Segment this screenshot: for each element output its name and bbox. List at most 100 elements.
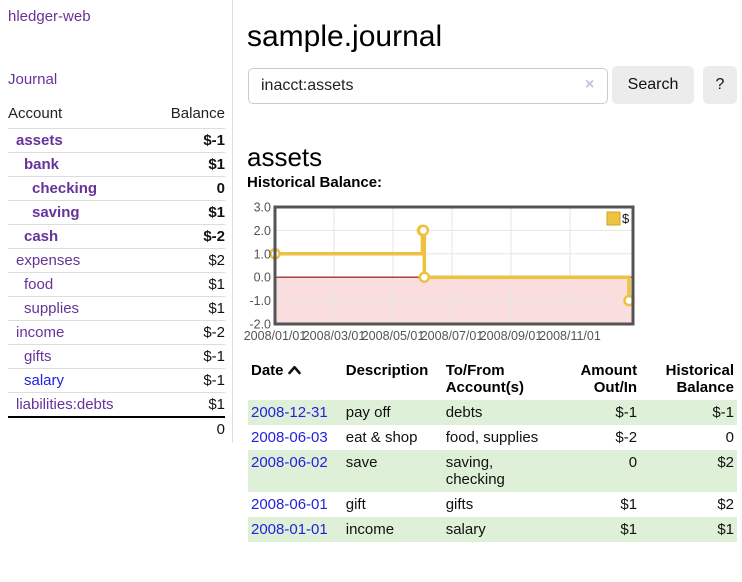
transaction-date-link[interactable]: 2008-06-01 <box>251 496 328 513</box>
account-link-gifts[interactable]: gifts <box>24 348 52 365</box>
accounts-col-account: Account <box>8 100 152 129</box>
account-row: gifts $-1 <box>8 344 225 369</box>
transaction-date-link[interactable]: 2008-01-01 <box>251 521 328 538</box>
account-link-saving[interactable]: saving <box>32 204 80 221</box>
transaction-balance: $2 <box>717 454 734 471</box>
register-col-accounts: To/From Account(s) <box>445 362 525 396</box>
register-col-description: Description <box>345 362 429 379</box>
account-link-salary[interactable]: salary <box>24 372 65 389</box>
accounts-total-row: 0 <box>8 416 225 441</box>
transaction-date-link[interactable]: 2008-06-03 <box>251 429 328 446</box>
register-table: Date Description To/From Account(s) Amou… <box>248 358 737 542</box>
account-link-expenses[interactable]: expenses <box>16 252 81 269</box>
account-row: liabilities:debts $1 <box>8 393 225 418</box>
register-col-date[interactable]: Date <box>248 358 343 400</box>
transaction-balance: $1 <box>717 521 734 538</box>
transaction-balance: $2 <box>717 496 734 513</box>
transaction-row: 2008-12-31 pay off debts $-1 $-1 <box>248 400 737 425</box>
accounts-total-value: 0 <box>151 416 225 441</box>
account-balance: 0 <box>151 176 225 201</box>
account-link-food[interactable]: food <box>24 276 54 293</box>
transaction-amount: $-2 <box>615 429 638 446</box>
account-balance: $-2 <box>151 320 225 345</box>
transaction-description: eat & shop <box>345 429 418 446</box>
search-input[interactable] <box>248 68 608 104</box>
register-col-balance: Historical Balance <box>665 362 734 396</box>
account-balance: $1 <box>208 396 225 413</box>
account-balance: $2 <box>151 248 225 273</box>
account-balance: $1 <box>151 152 225 177</box>
svg-text:2008/09/01: 2008/09/01 <box>480 329 543 343</box>
account-balance: $-2 <box>151 224 225 249</box>
sidebar-item-journal[interactable]: Journal <box>8 71 58 88</box>
account-link-assets[interactable]: assets <box>16 132 63 149</box>
account-balance: $-1 <box>151 344 225 369</box>
account-balance: $1 <box>151 296 225 321</box>
transaction-row: 2008-06-02 save saving, checking 0 $2 <box>248 450 737 492</box>
transaction-amount: $1 <box>620 496 638 513</box>
svg-text:-2.0: -2.0 <box>249 318 271 332</box>
historical-balance-chart[interactable]: $3.0 2.0 1.0 0.0 -1.0 -2.0 2008/01/01 2008/03/0… <box>235 200 740 350</box>
sort-ascending-icon <box>287 365 301 375</box>
account-balance: $1 <box>151 272 225 297</box>
register-header-row: Date Description To/From Account(s) Amou… <box>248 358 737 400</box>
transaction-amount: $1 <box>620 521 638 538</box>
transaction-description: income <box>345 521 395 538</box>
account-link-cash[interactable]: cash <box>24 228 59 245</box>
transaction-description: gift <box>345 496 366 513</box>
account-link-checking[interactable]: checking <box>32 180 98 197</box>
account-row: cash $-2 <box>8 224 225 249</box>
transaction-description: pay off <box>345 404 391 421</box>
svg-text:2008/11/01: 2008/11/01 <box>539 329 601 343</box>
svg-text:2008/01/01: 2008/01/01 <box>244 329 307 343</box>
account-row: salary $-1 <box>8 368 225 393</box>
transaction-amount: $-1 <box>615 404 638 421</box>
accounts-header-row: Account Balance <box>8 100 225 129</box>
sidebar: hledger-web Journal Account Balance asse… <box>0 0 233 443</box>
transaction-row: 2008-06-03 eat & shop food, supplies $-2 0 <box>248 425 737 450</box>
account-balance: $1 <box>151 200 225 225</box>
account-row: income $-2 <box>8 320 225 345</box>
account-row: assets $-1 <box>8 128 225 153</box>
chart-legend: $ <box>606 211 630 226</box>
svg-text:2.0: 2.0 <box>254 224 271 238</box>
accounts-col-balance: Balance <box>151 100 225 129</box>
account-row: checking 0 <box>8 176 225 201</box>
account-link-income[interactable]: income <box>16 324 65 341</box>
account-link-bank[interactable]: bank <box>24 156 60 173</box>
svg-text:1.0: 1.0 <box>254 247 271 261</box>
account-link-liabilities-debts[interactable]: liabilities:debts <box>16 396 114 413</box>
transaction-balance: $-1 <box>712 404 734 421</box>
transaction-date-link[interactable]: 2008-12-31 <box>251 404 328 421</box>
account-row: expenses $2 <box>8 248 225 273</box>
account-row: supplies $1 <box>8 296 225 321</box>
account-heading: assets <box>247 141 323 172</box>
svg-text:0.0: 0.0 <box>254 271 271 285</box>
app-title-link[interactable]: hledger-web <box>8 8 91 25</box>
account-row: bank $1 <box>8 152 225 177</box>
account-row: saving $1 <box>8 200 225 225</box>
transaction-accounts: saving, checking <box>445 454 505 488</box>
svg-text:3.0: 3.0 <box>254 201 271 215</box>
transaction-accounts: food, supplies <box>445 429 539 446</box>
accounts-table: Account Balance assets $-1 bank $1 checking 0… <box>8 100 225 441</box>
transaction-row: 2008-01-01 income salary $1 $1 <box>248 517 737 542</box>
transaction-accounts: salary <box>445 521 486 538</box>
transaction-description: save <box>345 454 378 471</box>
svg-text:2008/07/01: 2008/07/01 <box>421 329 484 343</box>
register-col-amount: Amount Out/In <box>580 362 638 396</box>
transaction-date-link[interactable]: 2008-06-02 <box>251 454 328 471</box>
transaction-accounts: debts <box>445 404 483 421</box>
account-row: food $1 <box>8 272 225 297</box>
svg-text:2008/05/01: 2008/05/01 <box>362 329 425 343</box>
page-title: sample.journal <box>247 20 443 54</box>
transaction-amount: 0 <box>628 454 638 471</box>
help-button[interactable]: ? <box>703 66 737 104</box>
clear-search-icon[interactable]: × <box>585 76 595 93</box>
svg-text:-1.0: -1.0 <box>249 294 271 308</box>
account-link-supplies[interactable]: supplies <box>24 300 80 317</box>
svg-text:$: $ <box>622 211 630 226</box>
chart-heading: Historical Balance: <box>247 174 383 191</box>
search-button[interactable]: Search <box>612 66 694 104</box>
